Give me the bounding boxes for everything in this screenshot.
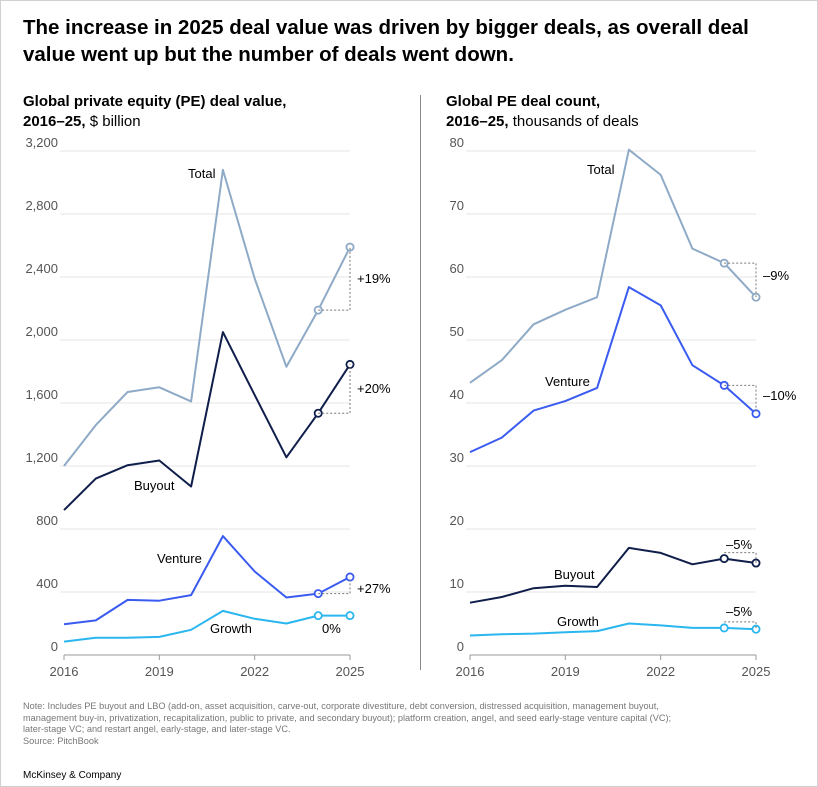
x-tick-label: 2016: [50, 664, 79, 679]
y-tick-label: 1,600: [25, 387, 58, 402]
point-marker-buyout: [721, 555, 728, 562]
series-label-total: Total: [587, 162, 615, 177]
footnote: Note: Includes PE buyout and LBO (add-on…: [23, 701, 813, 747]
y-tick-label: 30: [450, 450, 464, 465]
y-tick-label: 400: [36, 576, 58, 591]
y-tick-label: 0: [457, 639, 464, 654]
change-label-venture: +27%: [357, 581, 391, 596]
left-title-years: 2016–25,: [23, 113, 86, 130]
brand-name: McKinsey & Company: [23, 770, 121, 781]
point-marker-growth: [315, 612, 322, 619]
y-tick-label: 20: [450, 513, 464, 528]
series-line-growth: [64, 611, 350, 642]
y-tick-label: 80: [450, 138, 464, 150]
point-marker-growth: [721, 624, 728, 631]
series-label-buyout: Buyout: [134, 478, 175, 493]
series-line-total: [470, 150, 756, 383]
note-line-3: later-stage VC; and restart angel, early…: [23, 724, 813, 736]
change-label-growth: –5%: [726, 604, 752, 619]
right-title-years: 2016–25,: [446, 113, 509, 130]
x-tick-label: 2019: [145, 664, 174, 679]
x-tick-label: 2019: [551, 664, 580, 679]
headline: The increase in 2025 deal value was driv…: [23, 14, 793, 68]
y-tick-label: 0: [51, 639, 58, 654]
change-label-total: –9%: [763, 268, 789, 283]
deal-count-chart: 0 10 20 30 40 50 60 70 80 2016 2019 2022 2025 Total –9…: [420, 138, 818, 686]
note-line-2: management buy-in, privatization, recapi…: [23, 713, 813, 725]
change-label-buyout: +20%: [357, 381, 391, 396]
x-tick-label: 2016: [456, 664, 485, 679]
right-title-unit: thousands of deals: [509, 113, 639, 130]
series-label-venture: Venture: [157, 551, 202, 566]
series-label-growth: Growth: [210, 621, 252, 636]
y-tick-label: 2,000: [25, 324, 58, 339]
series-label-growth: Growth: [557, 614, 599, 629]
left-chart-title: Global private equity (PE) deal value, 2…: [23, 92, 286, 132]
x-tick-label: 2022: [240, 664, 269, 679]
change-label-buyout: –5%: [726, 537, 752, 552]
left-title-unit: $ billion: [86, 113, 141, 130]
right-chart-title: Global PE deal count, 2016–25, thousands…: [446, 92, 639, 132]
note-line-1: Note: Includes PE buyout and LBO (add-on…: [23, 701, 813, 713]
deal-value-chart: 0 400 800 1,200 1,600 2,000 2,400 2,800 3,200 201…: [0, 138, 420, 686]
y-tick-label: 800: [36, 513, 58, 528]
y-tick-label: 10: [450, 576, 464, 591]
change-label-venture: –10%: [763, 388, 797, 403]
series-label-total: Total: [188, 166, 216, 181]
series-line-growth: [470, 624, 756, 636]
series-label-buyout: Buyout: [554, 567, 595, 582]
right-title-line1: Global PE deal count,: [446, 93, 600, 110]
series-label-venture: Venture: [545, 374, 590, 389]
note-source: Source: PitchBook: [23, 736, 813, 748]
x-tick-label: 2022: [646, 664, 675, 679]
y-tick-label: 60: [450, 261, 464, 276]
change-label-growth: 0%: [322, 621, 341, 636]
series-line-buyout: [470, 548, 756, 603]
point-marker-growth: [346, 612, 353, 619]
y-tick-label: 2,400: [25, 261, 58, 276]
y-tick-label: 3,200: [25, 138, 58, 150]
series-line-venture: [470, 287, 756, 452]
y-tick-label: 70: [450, 198, 464, 213]
point-marker-buyout: [752, 559, 759, 566]
x-tick-label: 2025: [742, 664, 771, 679]
y-tick-label: 2,800: [25, 198, 58, 213]
y-tick-label: 1,200: [25, 450, 58, 465]
y-tick-label: 50: [450, 324, 464, 339]
left-title-line1: Global private equity (PE) deal value,: [23, 93, 286, 110]
series-line-buyout: [64, 332, 350, 510]
y-tick-label: 40: [450, 387, 464, 402]
change-label-total: +19%: [357, 271, 391, 286]
series-line-venture: [64, 536, 350, 624]
x-tick-label: 2025: [336, 664, 365, 679]
